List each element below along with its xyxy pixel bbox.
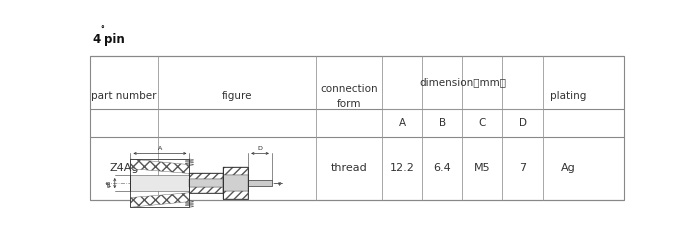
Bar	[223, 167, 248, 199]
Polygon shape	[130, 193, 189, 207]
Text: pin: pin	[104, 33, 125, 46]
Bar	[130, 175, 189, 191]
Bar	[130, 159, 189, 207]
Text: part number: part number	[91, 91, 157, 101]
Text: D: D	[519, 118, 526, 128]
Text: connection
form: connection form	[320, 84, 378, 109]
Text: A: A	[158, 146, 162, 151]
Text: D: D	[258, 146, 262, 151]
Bar	[189, 174, 223, 193]
Bar	[223, 167, 248, 175]
Text: 4: 4	[93, 33, 101, 46]
Text: plating: plating	[551, 91, 587, 101]
Text: 7: 7	[519, 164, 526, 174]
Text: M5: M5	[474, 164, 491, 174]
Bar	[189, 179, 223, 187]
Bar	[248, 180, 272, 186]
Text: φB: φB	[106, 180, 111, 187]
Bar	[189, 187, 223, 193]
Text: figure: figure	[221, 91, 252, 101]
Text: Z4Ag: Z4Ag	[109, 164, 139, 174]
Text: dimension（mm）: dimension（mm）	[419, 77, 506, 87]
Text: B: B	[439, 118, 446, 128]
Text: °: °	[100, 26, 104, 35]
Text: A: A	[399, 118, 406, 128]
Text: thread: thread	[331, 164, 367, 174]
Text: φ: φ	[278, 181, 281, 186]
Text: Ag: Ag	[561, 164, 576, 174]
Polygon shape	[130, 159, 189, 174]
Text: 12.2: 12.2	[390, 164, 415, 174]
Bar	[90, 56, 624, 200]
Text: 6.4: 6.4	[434, 164, 451, 174]
Text: C: C	[479, 118, 486, 128]
Bar	[223, 175, 248, 191]
Bar	[223, 191, 248, 199]
Bar	[189, 174, 223, 179]
